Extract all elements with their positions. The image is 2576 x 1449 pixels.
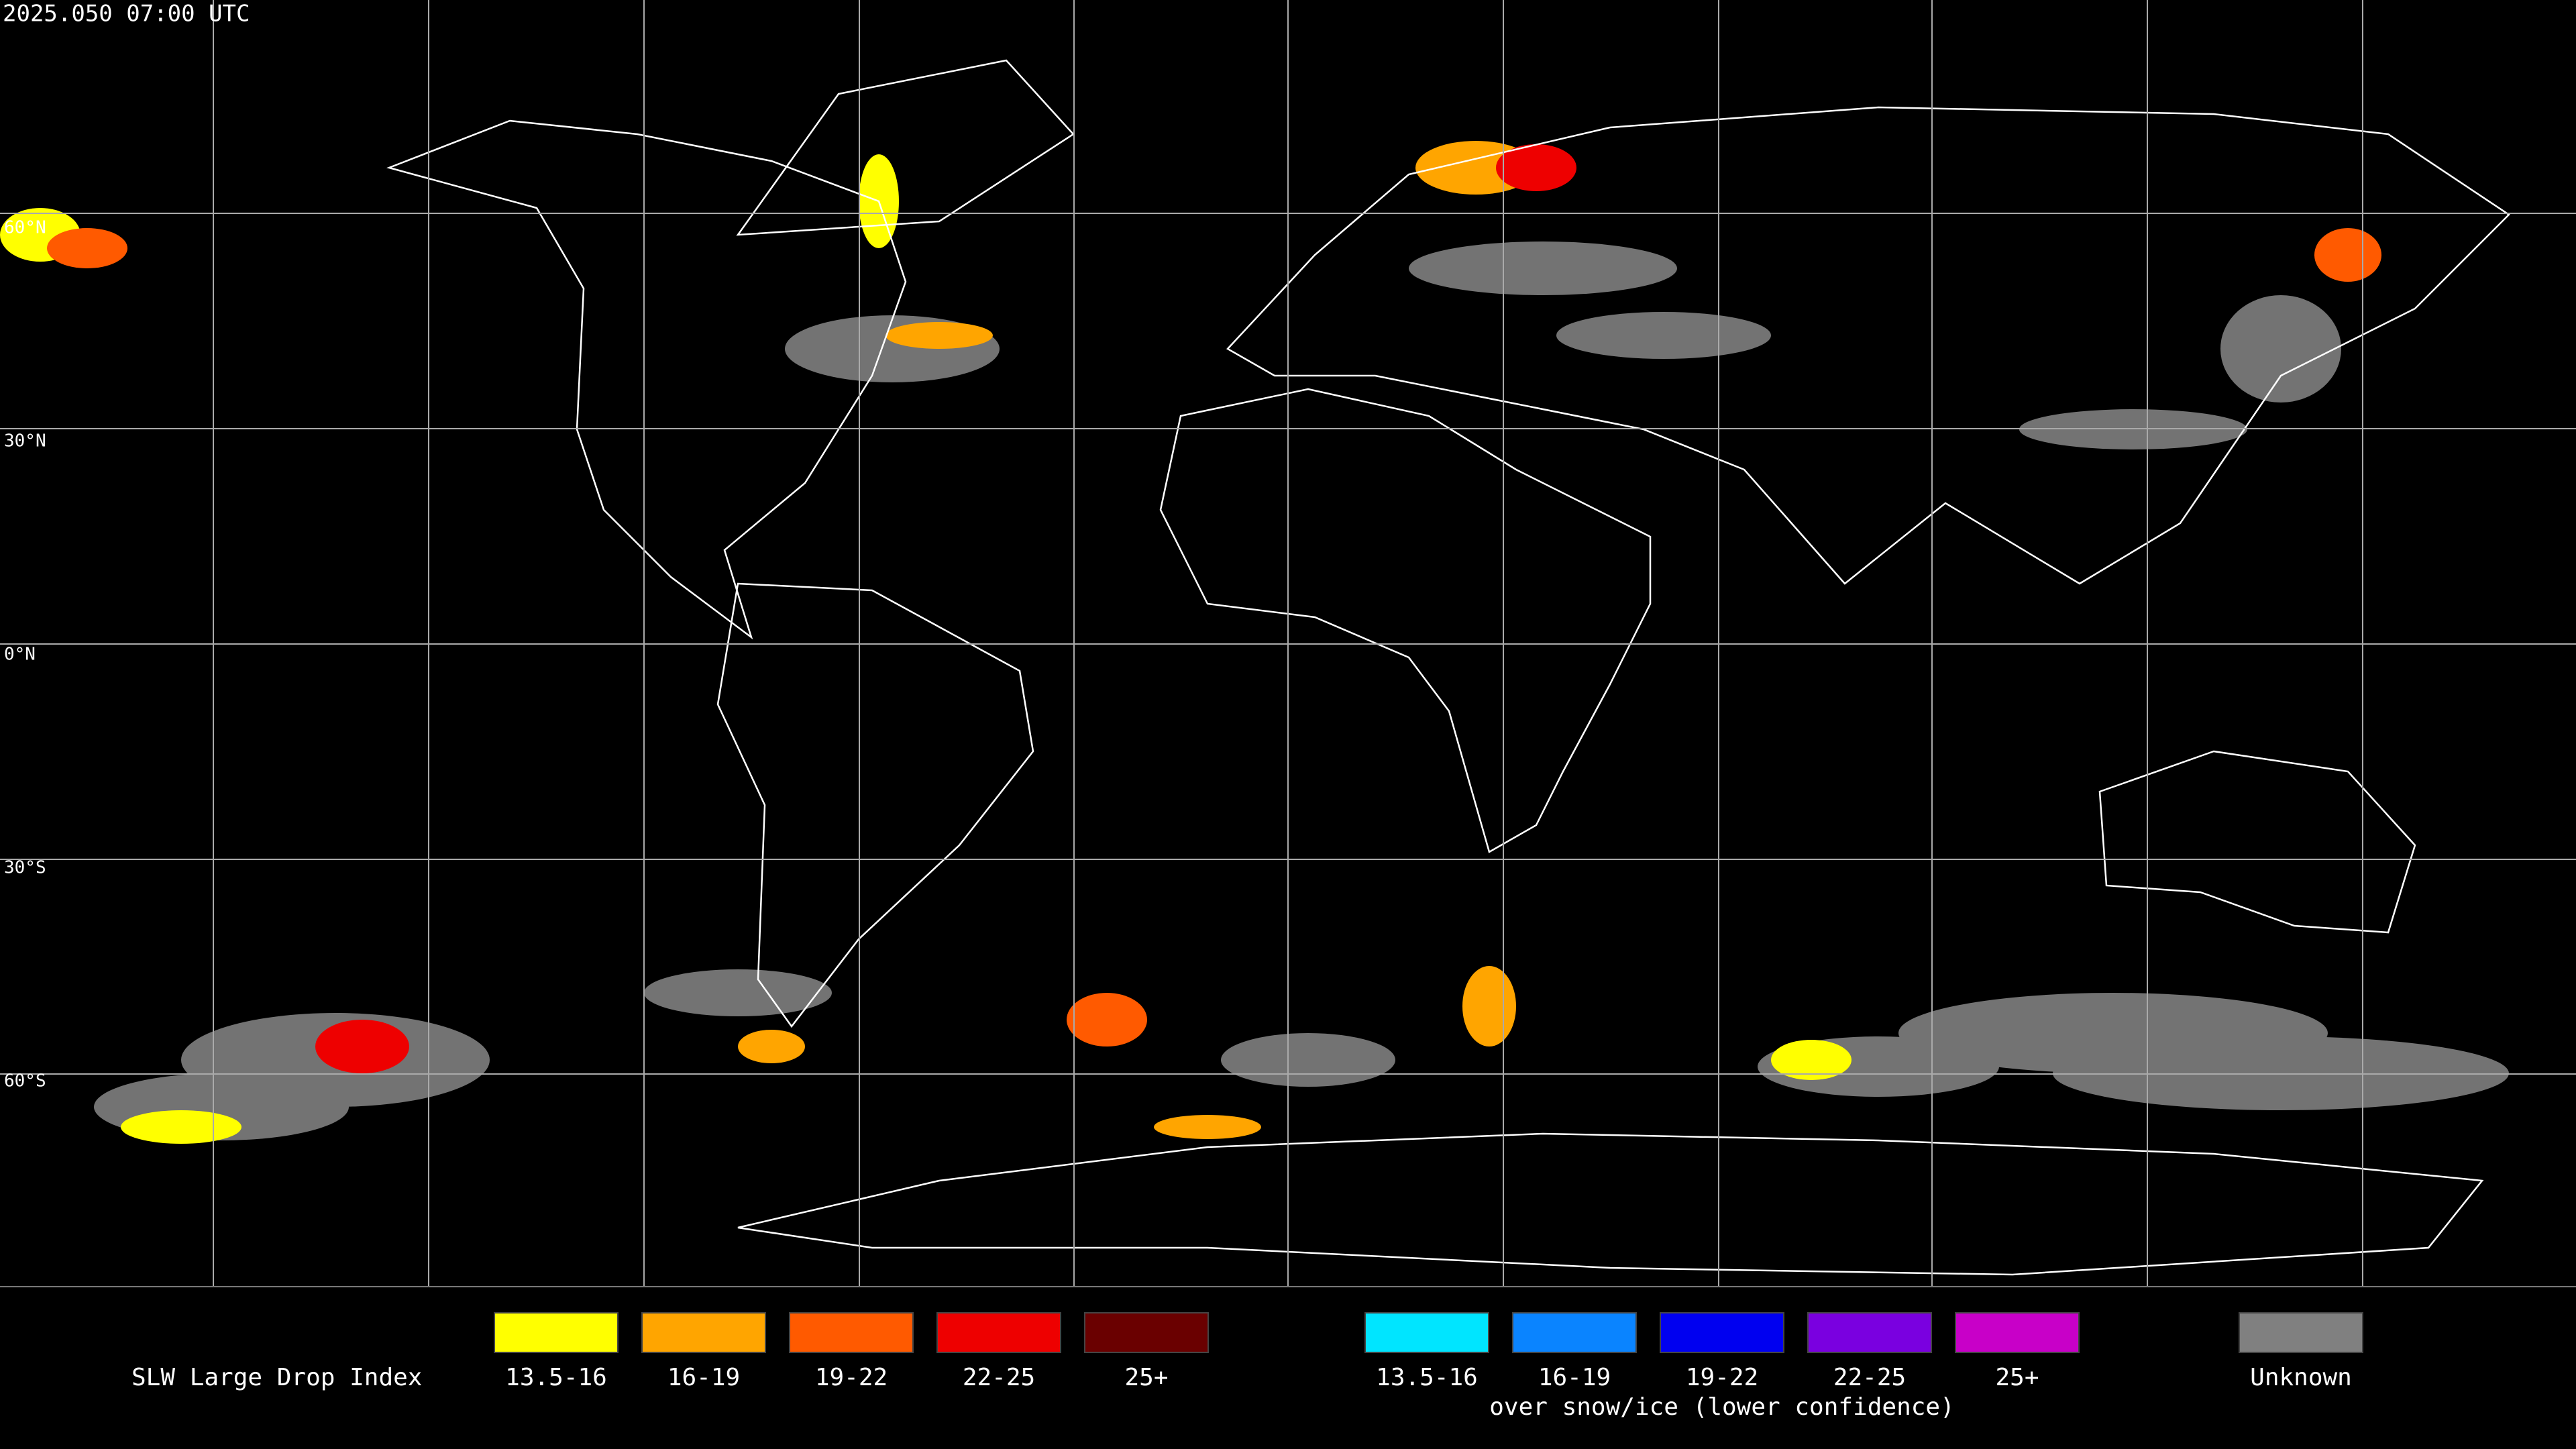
map: 60°N 30°N 0°N 30°S 60°S: [0, 0, 2576, 1287]
legend-label: 19-22: [815, 1364, 888, 1391]
timestamp: 2025.050 07:00 UTC: [3, 1, 250, 28]
legend-label: 25+: [1124, 1364, 1168, 1391]
legend-label: 13.5-16: [1376, 1364, 1478, 1391]
legend-swatch: [1512, 1312, 1637, 1353]
legend-label: 19-22: [1686, 1364, 1758, 1391]
latitude-label: 60°S: [4, 1071, 46, 1091]
cloud-unknown: [94, 241, 2509, 1140]
legend-label: 13.5-16: [505, 1364, 607, 1391]
legend-label: 22-25: [963, 1364, 1035, 1391]
legend-label: 22-25: [1833, 1364, 1906, 1391]
legend-swatch: [789, 1312, 914, 1353]
graticule: [0, 0, 2576, 1287]
coastlines: [386, 59, 2510, 1276]
legend-label: 16-19: [1538, 1364, 1611, 1391]
latitude-label: 60°N: [4, 218, 46, 238]
latitude-label: 0°N: [4, 645, 36, 665]
legend: SLW Large Drop Index 13.5-16 16-19 19-22 22…: [131, 1312, 2363, 1421]
legend-swatch: [641, 1312, 766, 1353]
legend-swatch: [1955, 1312, 2080, 1353]
legend-swatch: [1364, 1312, 1489, 1353]
legend-swatch: [936, 1312, 1061, 1353]
legend-note: over snow/ice (lower confidence): [1489, 1393, 1955, 1421]
legend-label: 16-19: [667, 1364, 740, 1391]
legend-swatch: [1807, 1312, 1932, 1353]
legend-label: 25+: [1995, 1364, 2039, 1391]
legend-swatch: [1660, 1312, 1784, 1353]
legend-swatch: [494, 1312, 619, 1353]
latitude-labels: 60°N 30°N 0°N 30°S 60°S: [4, 218, 46, 1091]
latitude-label: 30°N: [4, 431, 46, 451]
latitude-label: 30°S: [4, 858, 46, 878]
legend-swatch: [1084, 1312, 1209, 1353]
legend-label: Unknown: [2250, 1364, 2352, 1391]
legend-swatch: [2239, 1312, 2363, 1353]
legend-title: SLW Large Drop Index: [131, 1364, 422, 1391]
